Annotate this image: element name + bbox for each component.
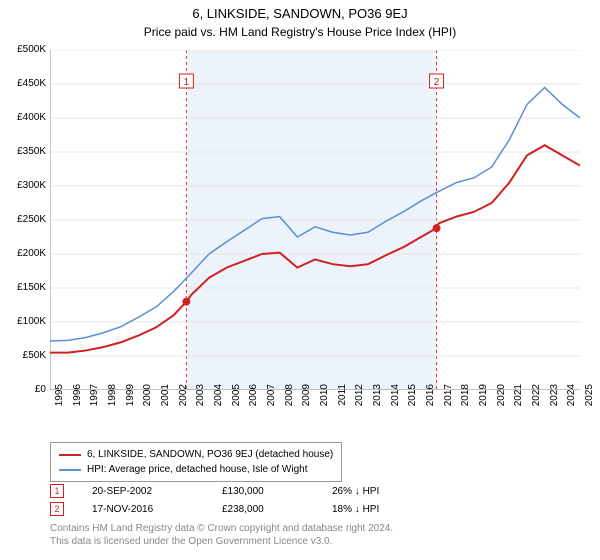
x-tick-label: 2002 bbox=[178, 384, 189, 424]
chart-container: 6, LINKSIDE, SANDOWN, PO36 9EJ Price pai… bbox=[0, 0, 600, 560]
legend-item: 6, LINKSIDE, SANDOWN, PO36 9EJ (detached… bbox=[59, 447, 333, 462]
x-tick-label: 2017 bbox=[443, 384, 454, 424]
cell-date: 20-SEP-2002 bbox=[92, 486, 222, 497]
table-row: 2 17-NOV-2016 £238,000 18% ↓ HPI bbox=[50, 500, 442, 518]
svg-text:2: 2 bbox=[434, 77, 440, 88]
x-tick-label: 2021 bbox=[513, 384, 524, 424]
table-row: 1 20-SEP-2002 £130,000 26% ↓ HPI bbox=[50, 482, 442, 500]
x-tick-label: 1996 bbox=[72, 384, 83, 424]
x-tick-label: 2009 bbox=[301, 384, 312, 424]
page-subtitle: Price paid vs. HM Land Registry's House … bbox=[0, 21, 600, 39]
marker-badge: 2 bbox=[50, 502, 64, 516]
x-tick-label: 2014 bbox=[390, 384, 401, 424]
y-tick-label: £450K bbox=[0, 78, 46, 89]
y-tick-label: £100K bbox=[0, 316, 46, 327]
x-tick-label: 1998 bbox=[107, 384, 118, 424]
x-tick-label: 2025 bbox=[584, 384, 595, 424]
legend-item: HPI: Average price, detached house, Isle… bbox=[59, 462, 333, 477]
y-tick-label: £50K bbox=[0, 350, 46, 361]
x-tick-label: 2020 bbox=[496, 384, 507, 424]
x-tick-label: 2013 bbox=[372, 384, 383, 424]
x-tick-label: 1995 bbox=[54, 384, 65, 424]
line-chart: 12 bbox=[50, 50, 580, 390]
cell-price: £130,000 bbox=[222, 486, 332, 497]
x-tick-label: 2011 bbox=[337, 384, 348, 424]
x-tick-label: 2015 bbox=[407, 384, 418, 424]
cell-delta: 18% ↓ HPI bbox=[332, 504, 442, 515]
page-title: 6, LINKSIDE, SANDOWN, PO36 9EJ bbox=[0, 0, 600, 21]
x-tick-label: 1997 bbox=[89, 384, 100, 424]
y-tick-label: £400K bbox=[0, 112, 46, 123]
x-tick-label: 2018 bbox=[460, 384, 471, 424]
legend-label: 6, LINKSIDE, SANDOWN, PO36 9EJ (detached… bbox=[87, 447, 333, 462]
x-tick-label: 2008 bbox=[284, 384, 295, 424]
x-tick-label: 2005 bbox=[231, 384, 242, 424]
x-tick-label: 2016 bbox=[425, 384, 436, 424]
cell-date: 17-NOV-2016 bbox=[92, 504, 222, 515]
y-tick-label: £150K bbox=[0, 282, 46, 293]
footnote: Contains HM Land Registry data © Crown c… bbox=[50, 522, 393, 548]
x-tick-label: 2007 bbox=[266, 384, 277, 424]
y-tick-label: £250K bbox=[0, 214, 46, 225]
x-tick-label: 2000 bbox=[142, 384, 153, 424]
cell-delta: 26% ↓ HPI bbox=[332, 486, 442, 497]
footnote-line: This data is licensed under the Open Gov… bbox=[50, 535, 393, 548]
marker-badge: 1 bbox=[50, 484, 64, 498]
cell-price: £238,000 bbox=[222, 504, 332, 515]
x-tick-label: 1999 bbox=[125, 384, 136, 424]
x-tick-label: 2010 bbox=[319, 384, 330, 424]
x-tick-label: 2004 bbox=[213, 384, 224, 424]
y-tick-label: £350K bbox=[0, 146, 46, 157]
transaction-table: 1 20-SEP-2002 £130,000 26% ↓ HPI 2 17-NO… bbox=[50, 482, 442, 518]
y-tick-label: £500K bbox=[0, 44, 46, 55]
x-tick-label: 2024 bbox=[566, 384, 577, 424]
legend-swatch bbox=[59, 469, 81, 471]
y-tick-label: £300K bbox=[0, 180, 46, 191]
y-tick-label: £200K bbox=[0, 248, 46, 259]
legend: 6, LINKSIDE, SANDOWN, PO36 9EJ (detached… bbox=[50, 442, 342, 482]
x-tick-label: 2019 bbox=[478, 384, 489, 424]
x-tick-label: 2023 bbox=[549, 384, 560, 424]
y-tick-label: £0 bbox=[0, 384, 46, 395]
legend-label: HPI: Average price, detached house, Isle… bbox=[87, 462, 308, 477]
svg-text:1: 1 bbox=[184, 77, 190, 88]
footnote-line: Contains HM Land Registry data © Crown c… bbox=[50, 522, 393, 535]
legend-swatch bbox=[59, 454, 81, 456]
x-tick-label: 2006 bbox=[248, 384, 259, 424]
x-tick-label: 2003 bbox=[195, 384, 206, 424]
x-tick-label: 2022 bbox=[531, 384, 542, 424]
x-tick-label: 2001 bbox=[160, 384, 171, 424]
x-tick-label: 2012 bbox=[354, 384, 365, 424]
